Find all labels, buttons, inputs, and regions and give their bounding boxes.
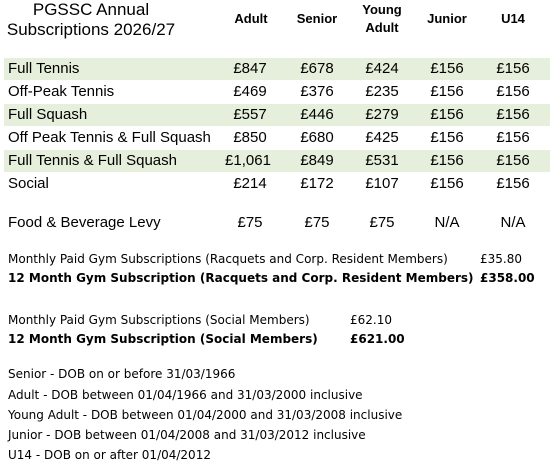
col-header-young-line-2: Adult: [365, 20, 399, 35]
page-title: PGSSC Annual Subscriptions 2026/27: [2, 0, 180, 40]
col-header-junior: Junior: [427, 11, 467, 26]
gym-racquets-annual-label: 12 Month Gym Subscription (Racquets and …: [8, 271, 474, 285]
price-cell: £156: [496, 106, 530, 123]
price-cell: £156: [430, 175, 464, 192]
definition-u14: U14 - DOB on or after 01/04/2012: [8, 448, 211, 462]
gym-racquets-monthly-label: Monthly Paid Gym Subscriptions (Racquets…: [8, 252, 448, 266]
price-cell: £235: [365, 83, 399, 100]
col-header-young-adult: Young Adult: [352, 1, 412, 37]
row-band: [4, 150, 550, 172]
row-label: Full Tennis: [8, 60, 80, 77]
price-cell: £156: [430, 60, 464, 77]
price-cell: £557: [233, 106, 267, 123]
col-header-adult: Adult: [234, 11, 268, 26]
row-label: Food & Beverage Levy: [8, 214, 161, 231]
gym-social-annual-value: £621.00: [350, 332, 405, 346]
gym-racquets-annual-value: £358.00: [480, 271, 535, 285]
row-label: Full Squash: [8, 106, 88, 123]
price-cell: £172: [300, 175, 334, 192]
row-label: Social: [8, 175, 49, 192]
price-cell: £156: [430, 83, 464, 100]
row-label: Off-Peak Tennis: [8, 83, 115, 100]
row-band: [4, 104, 550, 126]
price-cell: £214: [233, 175, 267, 192]
price-cell: £425: [365, 129, 399, 146]
gym-racquets-monthly-value: £35.80: [480, 252, 522, 266]
price-cell: £75: [369, 214, 395, 231]
price-cell: £156: [496, 129, 530, 146]
price-cell: £156: [430, 129, 464, 146]
price-cell: £849: [300, 152, 334, 169]
col-header-young-line-1: Young: [362, 2, 402, 17]
price-cell: £156: [496, 60, 530, 77]
definition-senior: Senior - DOB on or before 31/03/1966: [8, 367, 236, 381]
price-cell: £850: [233, 129, 267, 146]
price-cell: £75: [237, 214, 263, 231]
definition-junior: Junior - DOB between 01/04/2008 and 31/0…: [8, 428, 366, 442]
col-header-u14: U14: [501, 11, 525, 26]
title-line-1: PGSSC Annual: [32, 0, 150, 19]
price-cell: £680: [300, 129, 334, 146]
price-cell: N/A: [434, 214, 460, 231]
price-cell: £424: [365, 60, 399, 77]
price-cell: £531: [365, 152, 399, 169]
price-cell: N/A: [500, 214, 526, 231]
gym-social-monthly-label: Monthly Paid Gym Subscriptions (Social M…: [8, 313, 310, 327]
row-label: Full Tennis & Full Squash: [8, 152, 177, 169]
price-cell: £156: [430, 152, 464, 169]
price-cell: £279: [365, 106, 399, 123]
definition-adult: Adult - DOB between 01/04/1966 and 31/03…: [8, 388, 363, 402]
definition-young-adult: Young Adult - DOB between 01/04/2000 and…: [8, 408, 403, 422]
price-cell: £75: [304, 214, 330, 231]
price-cell: £156: [496, 175, 530, 192]
price-cell: £156: [430, 106, 464, 123]
price-cell: £678: [300, 60, 334, 77]
col-header-senior: Senior: [296, 11, 338, 26]
price-cell: £847: [233, 60, 267, 77]
gym-social-annual-label: 12 Month Gym Subscription (Social Member…: [8, 332, 318, 346]
price-cell: £1,061: [225, 152, 271, 169]
price-cell: £156: [496, 83, 530, 100]
row-band: [4, 58, 550, 80]
price-cell: £376: [300, 83, 334, 100]
price-cell: £469: [233, 83, 267, 100]
price-cell: £156: [496, 152, 530, 169]
row-label: Off Peak Tennis & Full Squash: [8, 129, 211, 146]
price-cell: £107: [365, 175, 399, 192]
price-cell: £446: [300, 106, 334, 123]
title-line-2: Subscriptions 2026/27: [6, 20, 176, 39]
gym-social-monthly-value: £62.10: [350, 313, 392, 327]
